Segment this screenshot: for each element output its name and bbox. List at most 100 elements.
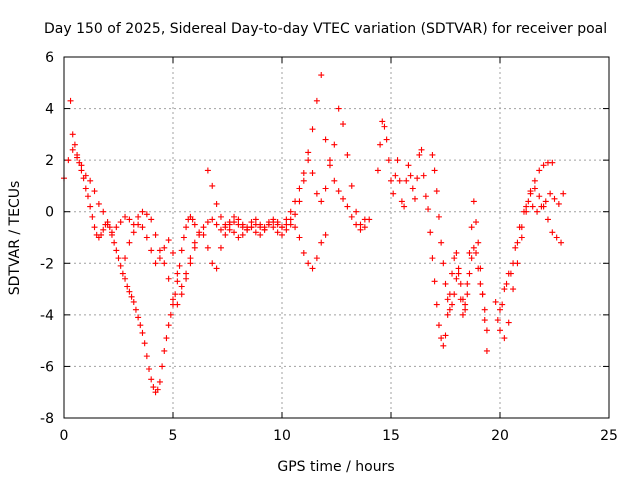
x-tick-label: 25 bbox=[600, 428, 618, 444]
data-point bbox=[313, 190, 320, 197]
data-point bbox=[505, 319, 512, 326]
data-point bbox=[143, 353, 150, 360]
data-point bbox=[418, 146, 425, 153]
data-point bbox=[462, 301, 469, 308]
data-point bbox=[261, 224, 268, 231]
data-point bbox=[296, 185, 303, 192]
data-point bbox=[518, 234, 525, 241]
data-point bbox=[222, 231, 229, 238]
data-point bbox=[217, 244, 224, 251]
data-point bbox=[283, 221, 290, 228]
series-track-2 bbox=[67, 97, 198, 396]
data-point bbox=[473, 219, 480, 226]
data-point bbox=[69, 146, 76, 153]
data-point bbox=[344, 203, 351, 210]
data-point bbox=[481, 306, 488, 313]
data-point bbox=[257, 221, 264, 228]
data-point bbox=[322, 136, 329, 143]
data-point bbox=[139, 224, 146, 231]
data-point bbox=[187, 255, 194, 262]
data-point bbox=[318, 239, 325, 246]
data-point bbox=[148, 247, 155, 254]
data-point bbox=[518, 224, 525, 231]
data-point bbox=[425, 206, 432, 213]
data-point bbox=[252, 229, 259, 236]
data-point bbox=[464, 280, 471, 287]
data-point bbox=[252, 216, 259, 223]
data-point bbox=[100, 208, 107, 215]
data-point bbox=[204, 219, 211, 226]
data-point bbox=[156, 378, 163, 385]
data-point bbox=[536, 167, 543, 174]
data-point bbox=[514, 239, 521, 246]
data-point bbox=[531, 185, 538, 192]
data-point bbox=[449, 270, 456, 277]
data-point bbox=[322, 231, 329, 238]
data-point bbox=[156, 255, 163, 262]
data-point bbox=[501, 286, 508, 293]
data-point bbox=[414, 175, 421, 182]
data-point bbox=[217, 213, 224, 220]
data-point bbox=[427, 229, 434, 236]
series-track-7 bbox=[492, 185, 565, 342]
data-point bbox=[117, 219, 124, 226]
data-point bbox=[481, 317, 488, 324]
data-point bbox=[119, 270, 126, 277]
data-point bbox=[213, 200, 220, 207]
data-point bbox=[475, 265, 482, 272]
data-point bbox=[449, 301, 456, 308]
data-point bbox=[178, 291, 185, 298]
data-point bbox=[122, 213, 129, 220]
data-point bbox=[108, 231, 115, 238]
y-tick-label: -6 bbox=[40, 359, 54, 375]
data-point bbox=[117, 262, 124, 269]
data-point bbox=[165, 322, 172, 329]
data-point bbox=[200, 231, 207, 238]
data-point bbox=[457, 280, 464, 287]
data-point bbox=[453, 275, 460, 282]
data-point bbox=[128, 293, 135, 300]
data-point bbox=[122, 275, 129, 282]
data-point bbox=[126, 216, 133, 223]
x-tick-label: 15 bbox=[382, 428, 400, 444]
data-point bbox=[217, 226, 224, 233]
data-point bbox=[403, 177, 410, 184]
data-point bbox=[213, 265, 220, 272]
data-point bbox=[287, 216, 294, 223]
data-point bbox=[440, 260, 447, 267]
data-point bbox=[558, 239, 565, 246]
data-point bbox=[313, 97, 320, 104]
data-point bbox=[174, 270, 181, 277]
data-point bbox=[265, 219, 272, 226]
data-point bbox=[170, 249, 176, 256]
data-point bbox=[536, 193, 543, 200]
data-point bbox=[161, 260, 168, 267]
y-tick-label: 2 bbox=[45, 153, 54, 169]
data-point bbox=[91, 188, 98, 195]
data-point bbox=[174, 278, 181, 285]
data-point bbox=[69, 131, 76, 138]
data-point bbox=[196, 229, 203, 236]
data-point bbox=[438, 335, 445, 342]
data-point bbox=[451, 291, 458, 298]
data-point bbox=[126, 288, 133, 295]
data-point bbox=[150, 384, 157, 391]
data-point bbox=[235, 216, 242, 223]
data-point bbox=[420, 172, 427, 179]
data-point bbox=[292, 224, 299, 231]
data-point bbox=[466, 249, 473, 256]
data-point bbox=[76, 159, 83, 166]
data-point bbox=[318, 198, 325, 205]
data-point bbox=[483, 347, 490, 354]
data-point bbox=[183, 275, 190, 282]
data-point bbox=[497, 327, 503, 334]
data-point bbox=[154, 386, 161, 393]
data-point bbox=[82, 185, 89, 192]
data-point bbox=[209, 260, 216, 267]
data-point bbox=[405, 162, 412, 169]
data-point bbox=[231, 229, 238, 236]
data-point bbox=[466, 270, 473, 277]
data-point bbox=[126, 239, 133, 246]
data-point bbox=[305, 157, 312, 164]
data-point bbox=[80, 175, 87, 182]
